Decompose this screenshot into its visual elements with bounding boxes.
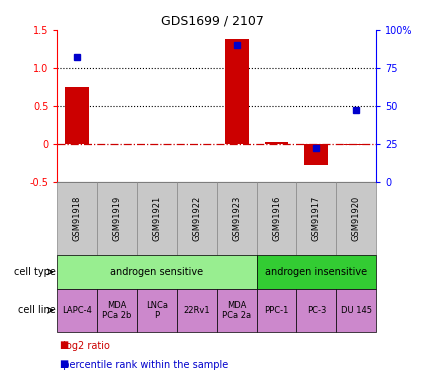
Bar [57, 289, 97, 332]
Text: LNCa
P: LNCa P [146, 301, 168, 320]
Text: cell type: cell type [14, 267, 55, 277]
Bar [336, 182, 376, 255]
Bar [177, 182, 217, 255]
Bar [257, 182, 296, 255]
Text: GDS1699 / 2107: GDS1699 / 2107 [161, 15, 264, 28]
Text: DU 145: DU 145 [341, 306, 372, 315]
Text: percentile rank within the sample: percentile rank within the sample [57, 360, 229, 370]
Bar [257, 255, 376, 289]
Text: ■: ■ [60, 359, 69, 369]
Text: MDA
PCa 2a: MDA PCa 2a [222, 301, 251, 320]
Bar [336, 289, 376, 332]
Text: GSM91921: GSM91921 [153, 196, 162, 241]
Text: GSM91918: GSM91918 [73, 196, 82, 241]
Bar [225, 39, 249, 144]
Bar [97, 289, 137, 332]
Text: PC-3: PC-3 [307, 306, 326, 315]
Bar [296, 289, 336, 332]
Bar [65, 87, 89, 144]
Bar [97, 182, 137, 255]
Text: 22Rv1: 22Rv1 [184, 306, 210, 315]
Text: GSM91923: GSM91923 [232, 196, 241, 241]
Bar [217, 182, 257, 255]
Text: ■: ■ [60, 340, 69, 350]
Bar [57, 255, 257, 289]
Text: LAPC-4: LAPC-4 [62, 306, 92, 315]
Bar [257, 289, 296, 332]
Text: GSM91917: GSM91917 [312, 196, 321, 241]
Bar [137, 289, 177, 332]
Text: GSM91920: GSM91920 [352, 196, 361, 241]
Bar [137, 182, 177, 255]
Text: log2 ratio: log2 ratio [57, 341, 110, 351]
Text: androgen sensitive: androgen sensitive [110, 267, 204, 277]
Bar [217, 289, 257, 332]
Bar [304, 144, 328, 165]
Bar [177, 289, 217, 332]
Text: PPC-1: PPC-1 [264, 306, 289, 315]
Text: cell line: cell line [17, 305, 55, 315]
Text: GSM91919: GSM91919 [113, 196, 122, 241]
Bar [57, 182, 97, 255]
Bar [264, 142, 289, 144]
Bar [344, 144, 368, 146]
Text: GSM91922: GSM91922 [193, 196, 201, 241]
Bar [296, 182, 336, 255]
Text: MDA
PCa 2b: MDA PCa 2b [102, 301, 132, 320]
Text: androgen insensitive: androgen insensitive [265, 267, 368, 277]
Text: GSM91916: GSM91916 [272, 196, 281, 241]
